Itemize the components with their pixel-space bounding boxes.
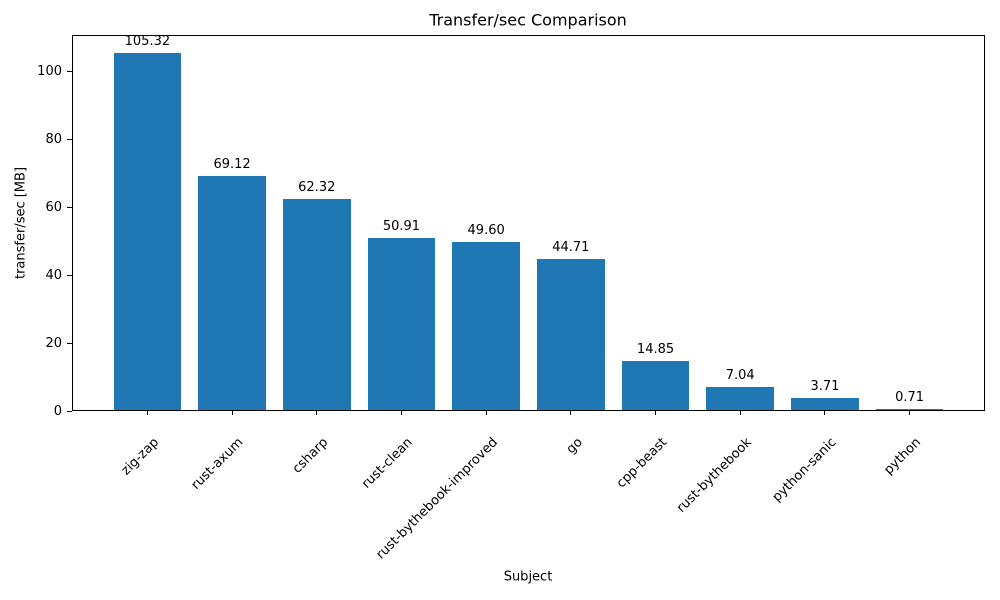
bar	[621, 360, 690, 411]
bar-value-label: 50.91	[382, 218, 421, 234]
bar	[536, 258, 605, 411]
x-tick-mark	[400, 411, 402, 415]
bar-value-label: 3.71	[810, 379, 840, 395]
y-tick-mark	[67, 70, 72, 72]
x-tick-label-text: go	[563, 435, 586, 458]
x-tick-mark	[570, 411, 572, 415]
bar-value-label: 105.32	[124, 33, 171, 49]
y-tick-label: 100	[37, 63, 62, 79]
x-tick-mark	[146, 411, 148, 415]
bar-value-label: 44.71	[552, 239, 590, 255]
y-tick-label: 40	[45, 267, 62, 283]
x-tick-mark	[231, 411, 233, 415]
plot-area	[72, 35, 985, 411]
x-tick-label-text: cpp-beast	[613, 435, 671, 492]
x-tick-label-text: csharp	[289, 435, 332, 477]
x-tick-label-text: python	[881, 435, 925, 478]
y-tick-label: 0	[53, 403, 62, 419]
x-tick-mark	[485, 411, 487, 415]
bar	[706, 387, 775, 411]
bar	[367, 237, 436, 411]
bar-value-label: 14.85	[636, 341, 675, 357]
bar	[282, 199, 351, 411]
y-tick-label: 20	[45, 335, 62, 351]
x-tick-label-text: rust-clean	[359, 435, 417, 492]
bar-value-label: 7.04	[725, 368, 755, 384]
x-tick-label-text: zig-zap	[118, 435, 162, 479]
x-tick-mark	[316, 411, 318, 415]
x-tick-label-text: rust-bythebook	[674, 435, 755, 516]
y-tick-mark	[67, 342, 72, 344]
x-tick-mark	[909, 411, 911, 415]
x-tick-mark	[824, 411, 826, 415]
bar-value-label: 62.32	[298, 180, 336, 196]
bar	[791, 398, 859, 411]
x-tick-mark	[655, 411, 657, 415]
x-tick-label-text: python-sanic	[769, 435, 840, 505]
bar	[113, 52, 182, 411]
y-tick-mark	[67, 410, 72, 412]
y-tick-mark	[67, 138, 72, 140]
x-tick-label-text: rust-axum	[188, 435, 247, 493]
bar	[452, 242, 521, 411]
x-tick-mark	[739, 411, 741, 415]
bar-value-label: 0.71	[895, 389, 925, 405]
y-axis-label: transfer/sec [MB]	[13, 166, 29, 280]
bar-value-label: 49.60	[467, 223, 505, 239]
y-tick-mark	[67, 206, 72, 208]
bar	[198, 175, 266, 411]
bar-value-label: 69.12	[213, 156, 251, 172]
y-tick-mark	[67, 274, 72, 276]
y-tick-label: 60	[45, 199, 62, 215]
chart-title: Transfer/sec Comparison	[429, 10, 627, 30]
bar	[875, 408, 944, 411]
x-axis-label: Subject	[503, 569, 553, 585]
y-tick-label: 80	[45, 131, 62, 147]
